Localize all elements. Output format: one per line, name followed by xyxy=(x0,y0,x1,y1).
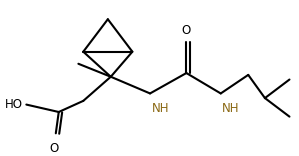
Text: HO: HO xyxy=(4,98,22,111)
Text: O: O xyxy=(49,142,59,155)
Text: NH: NH xyxy=(152,102,170,115)
Text: NH: NH xyxy=(222,102,239,115)
Text: O: O xyxy=(182,24,191,37)
